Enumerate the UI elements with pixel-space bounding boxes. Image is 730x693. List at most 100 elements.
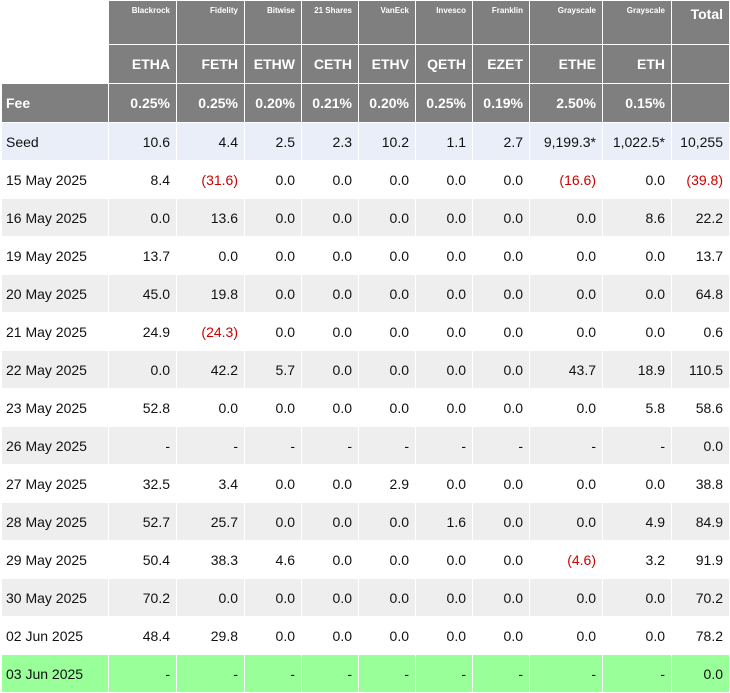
- flow-value: 0.0: [358, 540, 416, 579]
- flow-value: 0.0: [244, 312, 302, 351]
- row-total: 22.2: [671, 198, 730, 237]
- flow-value: 0.0: [415, 236, 473, 275]
- flow-rows: Seed 10.6 4.4 2.5 2.3 10.2 1.1 2.7 9,199.3* 1,022…: [1, 122, 730, 693]
- row-total: 64.8: [671, 274, 730, 313]
- flow-value: 1,022.5*: [602, 122, 672, 161]
- row-total: 0.6: [671, 312, 730, 351]
- flow-value: 24.9: [108, 312, 177, 351]
- flow-value: 0.0: [244, 616, 302, 655]
- flow-value: -: [176, 654, 245, 693]
- flow-value: 0.0: [529, 502, 603, 541]
- flow-value: 43.7: [529, 350, 603, 389]
- flow-value: -: [602, 654, 672, 693]
- flow-value: 19.8: [176, 274, 245, 313]
- flow-value: 42.2: [176, 350, 245, 389]
- table-row: 20 May 2025 45.0 19.8 0.0 0.0 0.0 0.0 0.0 0.0 0.0…: [1, 274, 730, 313]
- table-row: 30 May 2025 70.2 0.0 0.0 0.0 0.0 0.0 0.0 0.0 0.0 7…: [1, 578, 730, 617]
- flow-value: (24.3): [176, 312, 245, 351]
- flow-value: (16.6): [529, 160, 603, 199]
- flow-value: 70.2: [108, 578, 177, 617]
- flow-value: 25.7: [176, 502, 245, 541]
- fee-value: 0.20%: [244, 83, 302, 123]
- ticker-header-row: ETHA FETH ETHW CETH ETHV QETH EZET ETHE …: [1, 44, 730, 84]
- row-date: 16 May 2025: [1, 198, 109, 237]
- flow-value: 0.0: [472, 350, 530, 389]
- flow-value: -: [529, 654, 603, 693]
- fee-value: 0.19%: [472, 83, 530, 123]
- flow-value: 0.0: [244, 388, 302, 427]
- flow-value: 0.0: [301, 540, 359, 579]
- row-date: 22 May 2025: [1, 350, 109, 389]
- ticker-symbol: ETHA: [108, 44, 177, 84]
- table-row: 16 May 2025 0.0 13.6 0.0 0.0 0.0 0.0 0.0 0.0 8.6 2…: [1, 198, 730, 237]
- ticker-symbol: ETH: [602, 44, 672, 84]
- flow-value: 0.0: [244, 464, 302, 503]
- fee-label: Fee: [1, 83, 109, 123]
- flow-value: 0.0: [244, 236, 302, 275]
- flow-value: 0.0: [358, 198, 416, 237]
- flow-value: 0.0: [529, 236, 603, 275]
- row-date: 15 May 2025: [1, 160, 109, 199]
- header-blank: [671, 83, 730, 123]
- flow-value: 0.0: [472, 274, 530, 313]
- total-column-header: Total: [671, 0, 730, 45]
- flow-value: 4.9: [602, 502, 672, 541]
- flow-value: (4.6): [529, 540, 603, 579]
- flow-value: (31.6): [176, 160, 245, 199]
- row-total: (39.8): [671, 160, 730, 199]
- issuer-header-row: Blackrock Fidelity Bitwise 21 Shares Van…: [1, 0, 730, 45]
- ticker-symbol: ETHW: [244, 44, 302, 84]
- issuer-name: 21 Shares: [301, 0, 359, 45]
- flow-value: -: [602, 426, 672, 465]
- issuer-name: Invesco: [415, 0, 473, 45]
- flow-value: 0.0: [472, 160, 530, 199]
- row-date: 20 May 2025: [1, 274, 109, 313]
- row-date: 02 Jun 2025: [1, 616, 109, 655]
- flow-value: 0.0: [415, 274, 473, 313]
- flow-value: 0.0: [529, 274, 603, 313]
- issuer-name: Fidelity: [176, 0, 245, 45]
- row-date: Seed: [1, 122, 109, 161]
- row-date: 23 May 2025: [1, 388, 109, 427]
- flow-value: 0.0: [244, 198, 302, 237]
- table-row: 26 May 2025- - - - - - - - -0.0: [1, 426, 730, 465]
- flow-value: -: [415, 426, 473, 465]
- flow-value: 2.7: [472, 122, 530, 161]
- row-total: 84.9: [671, 502, 730, 541]
- fee-value: 0.21%: [301, 83, 359, 123]
- flow-value: -: [176, 426, 245, 465]
- flow-value: 2.5: [244, 122, 302, 161]
- flow-value: 0.0: [301, 198, 359, 237]
- flow-value: 18.9: [602, 350, 672, 389]
- flow-value: -: [472, 426, 530, 465]
- flow-value: 0.0: [415, 350, 473, 389]
- flow-value: -: [244, 654, 302, 693]
- table-row: 19 May 2025 13.7 0.0 0.0 0.0 0.0 0.0 0.0 0.0 0.0 1…: [1, 236, 730, 275]
- row-total: 0.0: [671, 426, 730, 465]
- flow-value: 0.0: [358, 312, 416, 351]
- row-date: 19 May 2025: [1, 236, 109, 275]
- ticker-symbol: ETHV: [358, 44, 416, 84]
- table-row: 15 May 2025 8.4 (31.6) 0.0 0.0 0.0 0.0 0.0 (16.6…: [1, 160, 730, 199]
- flow-value: 0.0: [358, 160, 416, 199]
- row-total: 13.7: [671, 236, 730, 275]
- flow-value: 0.0: [301, 464, 359, 503]
- flow-value: 2.9: [358, 464, 416, 503]
- flow-value: 3.2: [602, 540, 672, 579]
- flow-value: 0.0: [529, 578, 603, 617]
- fee-value: 0.25%: [176, 83, 245, 123]
- ticker-symbol: EZET: [472, 44, 530, 84]
- row-total: 70.2: [671, 578, 730, 617]
- row-date: 21 May 2025: [1, 312, 109, 351]
- flow-value: 0.0: [415, 312, 473, 351]
- header-blank: [671, 44, 730, 84]
- fee-value: 0.25%: [108, 83, 177, 123]
- flow-value: 5.7: [244, 350, 302, 389]
- issuer-name: Blackrock: [108, 0, 177, 45]
- flow-value: 0.0: [529, 198, 603, 237]
- flow-value: 32.5: [108, 464, 177, 503]
- flow-value: 48.4: [108, 616, 177, 655]
- flow-value: 0.0: [358, 616, 416, 655]
- flow-value: 0.0: [472, 540, 530, 579]
- flow-value: 0.0: [472, 616, 530, 655]
